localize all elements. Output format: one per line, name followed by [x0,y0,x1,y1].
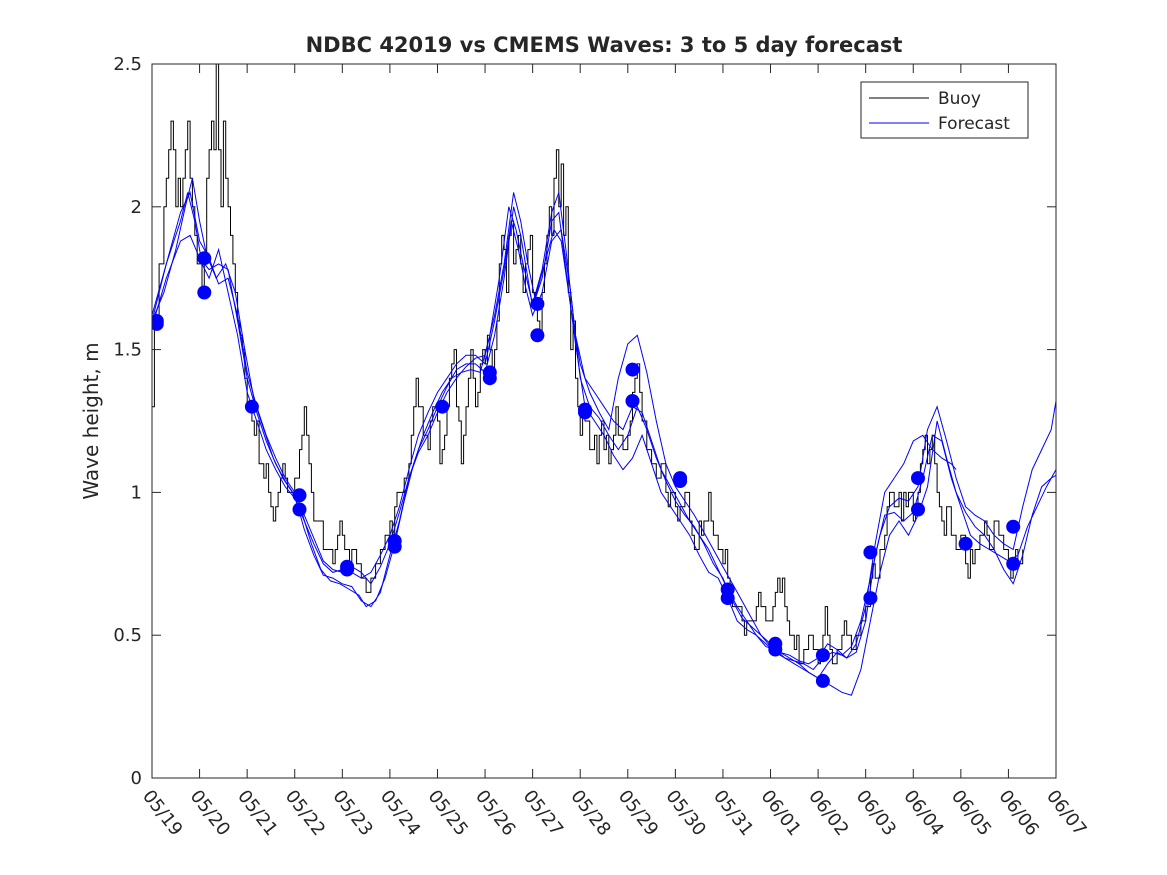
forecast-point-marker [292,488,307,503]
forecast-point-marker [197,251,212,266]
forecast-point-marker [625,362,640,377]
forecast-point-marker [530,328,545,343]
legend-box [860,81,1029,139]
forecast-point-marker [435,399,450,414]
y-axis: 0 0.5 1 1.5 2 2.5 [113,54,1056,789]
forecast-point-marker [340,562,355,577]
chart-title: NDBC 42019 vs CMEMS Waves: 3 to 5 day fo… [306,33,903,57]
y-tick-label: 1.5 [113,340,142,361]
forecast-point-marker [673,474,688,488]
plot-area [152,64,1056,696]
y-tick-label: 2.5 [113,54,142,75]
series-line-buoy [152,64,1024,665]
forecast-point-marker [911,502,925,517]
forecast-point-marker [530,296,545,311]
series-line-forecast-3 [152,178,1056,671]
forecast-point-marker [625,394,640,408]
forecast-point-marker [387,539,402,554]
forecast-point-marker [815,673,830,688]
forecast-point-marker [292,502,307,517]
y-axis-label: Wave height, m [79,342,103,499]
y-tick-label: 0 [131,768,142,789]
forecast-point-marker [197,285,212,300]
forecast-point-marker [958,536,973,551]
forecast-point-marker [911,471,925,486]
axes-box [151,63,1057,779]
legend-label-buoy: Buoy [938,89,981,109]
legend-label-forecast: Forecast [938,114,1010,134]
y-tick-label: 1 [131,482,142,503]
forecast-point-marker [768,642,783,657]
legend: Buoy Forecast [860,81,1029,139]
y-tick-label: 0.5 [113,625,142,646]
forecast-point-marker [863,591,878,606]
forecast-point-marker [1006,519,1021,534]
forecast-point-marker [720,591,735,606]
forecast-point-marker [863,545,878,560]
forecast-point-marker [244,399,259,414]
forecast-point-marker [152,316,164,331]
y-tick-label: 2 [131,197,142,218]
forecast-point-marker [1006,556,1021,571]
forecast-point-marker [482,371,497,386]
forecast-point-marker [815,648,830,663]
forecast-point-marker [578,405,592,420]
series-line-forecast-2 [152,206,1056,696]
